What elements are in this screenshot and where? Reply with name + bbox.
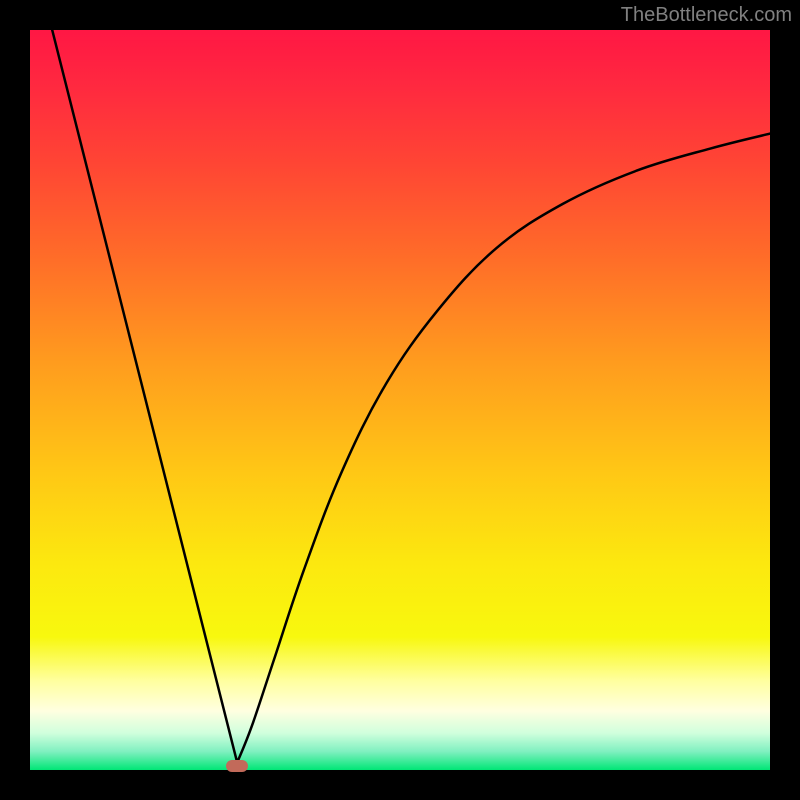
optimum-marker <box>226 760 248 772</box>
watermark-text: TheBottleneck.com <box>621 4 792 27</box>
bottleneck-curve <box>30 30 770 770</box>
chart-container: TheBottleneck.com <box>0 0 800 800</box>
plot-area <box>30 30 770 770</box>
